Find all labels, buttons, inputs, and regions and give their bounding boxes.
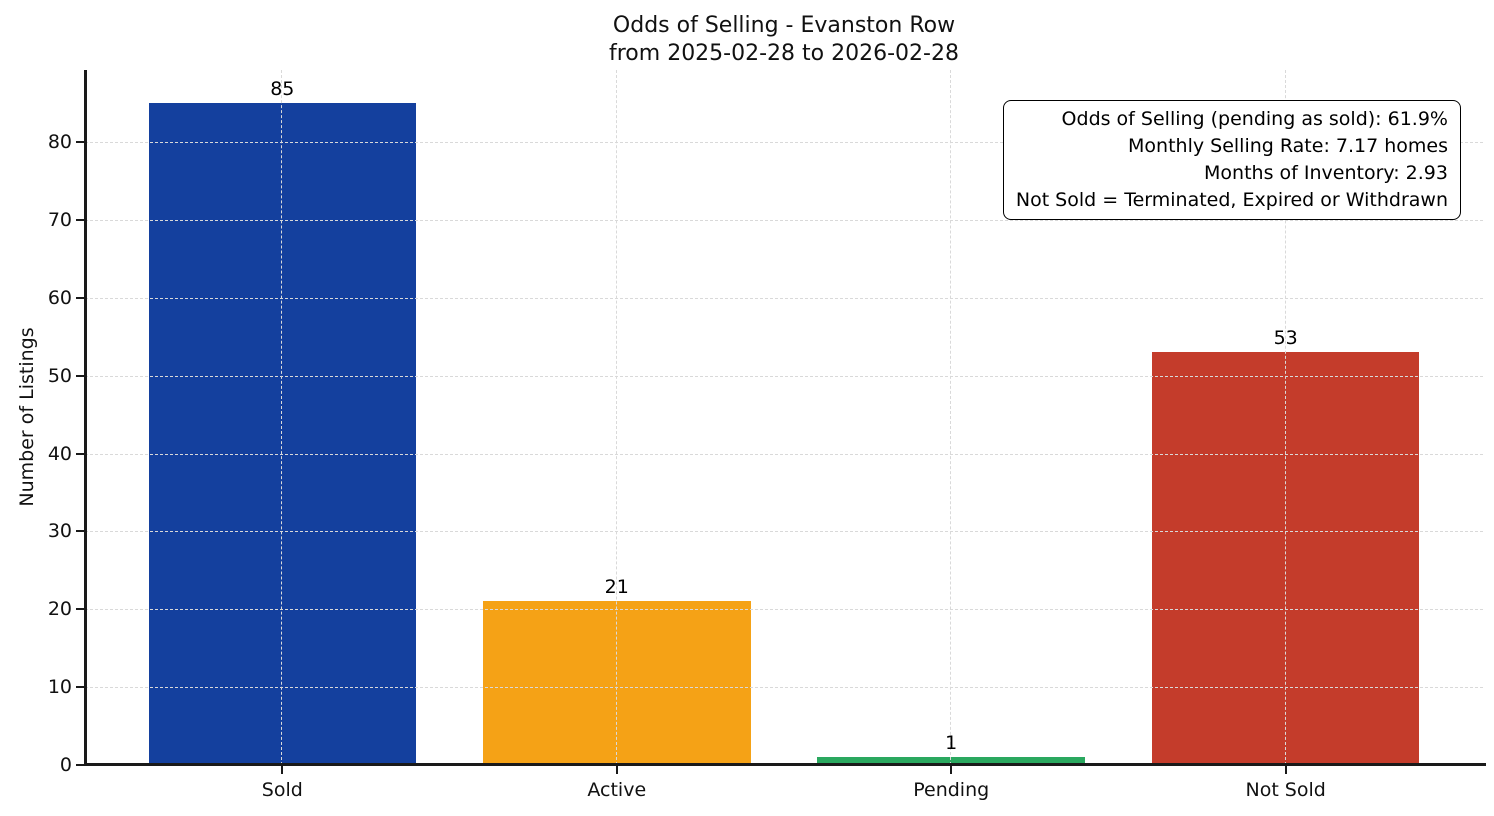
bar-value-label: 21 bbox=[604, 576, 629, 599]
h-gridline bbox=[85, 375, 1483, 377]
y-tick-label: 60 bbox=[47, 286, 72, 309]
y-tick-mark bbox=[76, 452, 85, 455]
annotation-line-odds: Odds of Selling (pending as sold): 61.9% bbox=[1061, 108, 1448, 130]
y-tick-label: 40 bbox=[47, 442, 72, 465]
h-gridline bbox=[85, 453, 1483, 455]
chart-title-line1: Odds of Selling - Evanston Row bbox=[612, 13, 956, 38]
y-tick-mark bbox=[76, 296, 85, 299]
y-tick-label: 10 bbox=[47, 676, 72, 699]
y-tick-mark bbox=[76, 141, 85, 144]
y-tick-mark bbox=[76, 530, 85, 533]
annotation-line-rate: Monthly Selling Rate: 7.17 homes bbox=[1128, 135, 1448, 157]
chart-title-line2: from 2025-02-28 to 2026-02-28 bbox=[609, 41, 959, 66]
y-tick-label: 0 bbox=[59, 754, 72, 776]
annotation-line-inventory: Months of Inventory: 2.93 bbox=[1204, 162, 1448, 184]
v-gridline bbox=[1284, 70, 1286, 765]
h-gridline bbox=[85, 219, 1483, 221]
bar-value-label: 85 bbox=[270, 78, 295, 101]
chart-title: Odds of Selling - Evanston Row from 2025… bbox=[85, 12, 1483, 68]
h-gridline bbox=[85, 297, 1483, 299]
x-tick-mark bbox=[281, 765, 284, 774]
h-gridline bbox=[85, 687, 1483, 689]
v-gridline bbox=[950, 70, 952, 765]
x-axis-spine bbox=[84, 763, 1486, 766]
x-tick-mark bbox=[615, 765, 618, 774]
x-tick-label: Active bbox=[587, 779, 647, 801]
y-tick-label: 70 bbox=[47, 208, 72, 231]
y-tick-label: 50 bbox=[47, 364, 72, 387]
y-axis-spine bbox=[84, 70, 87, 765]
h-gridline bbox=[85, 531, 1483, 533]
bar-value-labels-layer: 85 21 1 53 bbox=[85, 70, 1483, 765]
h-gridline bbox=[85, 609, 1483, 611]
x-tick-mark bbox=[950, 765, 953, 774]
y-tick-label: 30 bbox=[47, 520, 72, 543]
plot-area: 85 21 1 53 bbox=[84, 70, 1486, 766]
y-axis-label: Number of Listings bbox=[16, 327, 38, 507]
x-tick-label: Not Sold bbox=[1245, 779, 1326, 801]
gridlines-layer bbox=[85, 70, 1483, 765]
v-gridline bbox=[281, 70, 283, 765]
v-gridline bbox=[615, 70, 617, 765]
y-tick-mark bbox=[76, 608, 85, 611]
bar-value-label: 1 bbox=[945, 732, 958, 755]
h-gridline bbox=[85, 142, 1483, 144]
x-tick-label: Sold bbox=[261, 779, 303, 801]
x-tick-mark bbox=[1284, 765, 1287, 774]
y-tick-mark bbox=[76, 218, 85, 221]
y-tick-mark bbox=[76, 764, 85, 766]
bar-value-label: 53 bbox=[1273, 327, 1298, 350]
y-tick-mark bbox=[76, 686, 85, 689]
y-tick-mark bbox=[76, 374, 85, 377]
x-tick-label: Pending bbox=[913, 779, 990, 801]
y-tick-label: 80 bbox=[47, 131, 72, 154]
y-tick-label: 20 bbox=[47, 598, 72, 621]
annotation-box: Odds of Selling (pending as sold): 61.9%… bbox=[1002, 100, 1461, 220]
annotation-line-notsold-note: Not Sold = Terminated, Expired or Withdr… bbox=[1015, 189, 1448, 211]
